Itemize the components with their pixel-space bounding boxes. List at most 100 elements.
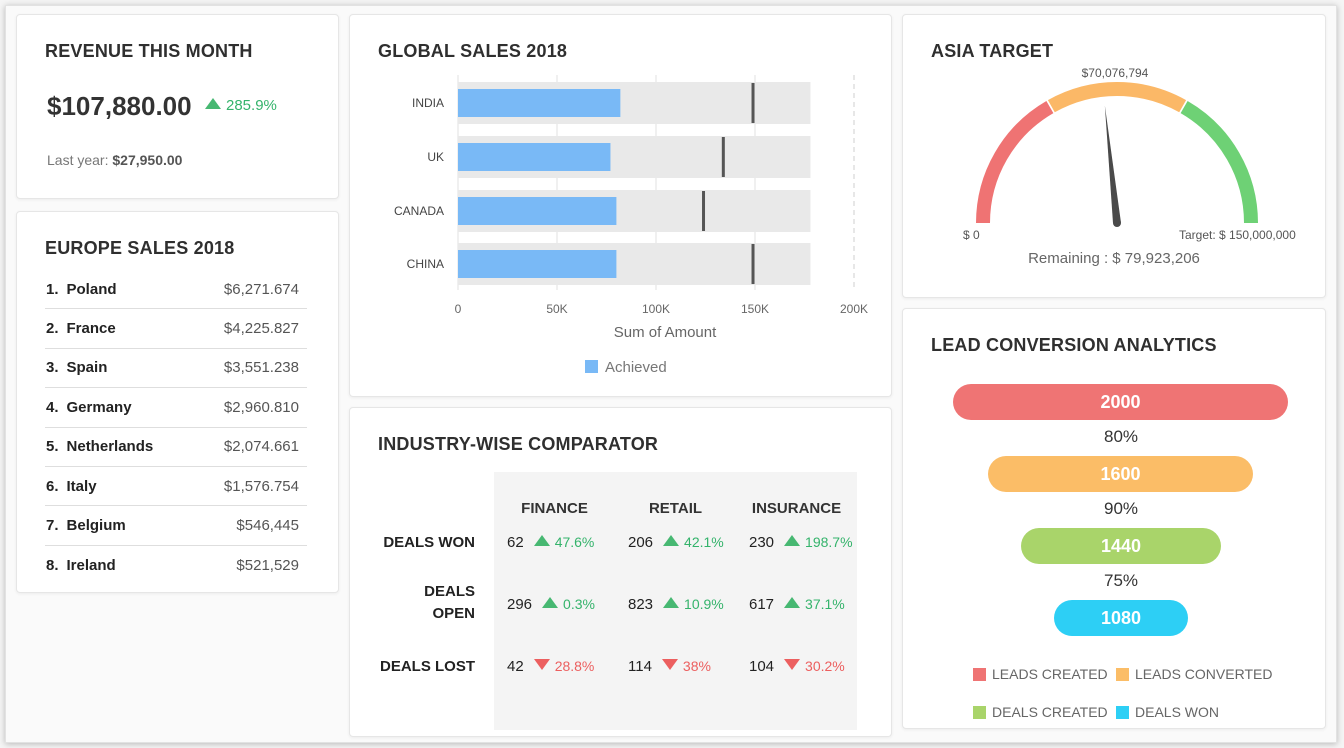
target-marker: [721, 137, 725, 177]
target-marker: [702, 191, 706, 231]
europe-sales-row: 6. Italy $1,576.754: [45, 467, 307, 507]
europe-country-name: Netherlands: [66, 438, 154, 456]
europe-rank: 6.: [46, 477, 59, 495]
europe-sales-row: 4. Germany $2,960.810: [45, 388, 307, 428]
europe-sales-value: $2,960.810: [223, 398, 299, 416]
europe-rank: 3.: [46, 359, 59, 377]
europe-country-name: Ireland: [66, 556, 116, 574]
legend-swatch: [973, 706, 986, 719]
europe-sales-row: 5. Netherlands $2,074.661: [45, 428, 307, 467]
gauge-band: [1047, 82, 1187, 113]
europe-country: 7. Belgium: [46, 517, 126, 534]
comparator-value: 823: [628, 596, 654, 613]
funnel-stage: 2000: [953, 384, 1288, 420]
europe-sales-row: 2. France $4,225.827: [45, 309, 307, 349]
europe-country-name: Germany: [66, 398, 132, 416]
comparator-row-label: DEALS OPEN: [424, 583, 475, 622]
europe-sales-row: 3. Spain $3,551.238: [45, 349, 307, 389]
legend-swatch: [1116, 668, 1129, 681]
comparator-value: 42: [507, 658, 524, 675]
x-axis-label: Sum of Amount: [614, 324, 717, 341]
trend-up-icon: [663, 535, 680, 546]
conversion-rate: 90%: [1103, 499, 1139, 518]
europe-rank: 5.: [46, 438, 59, 456]
trend-up-icon: [542, 597, 559, 608]
global-sales-chart: 0 50K 100K 150K 200K INDIA UK CANADA CHINA Sum of…: [394, 75, 868, 376]
gauge-remaining: Remaining : $ 79,923,206: [1028, 250, 1200, 267]
europe-rank: 1.: [46, 280, 59, 298]
europe-sales-value: $3,551.238: [223, 359, 299, 377]
comparator-cell: 62 47.6%: [507, 534, 594, 551]
legend-swatch: [585, 360, 598, 373]
europe-country-name: Italy: [66, 477, 97, 495]
target-marker: [751, 83, 755, 123]
comparator-value: 104: [749, 658, 775, 675]
funnel-stage: 1600: [988, 456, 1253, 492]
europe-sales-card: EUROPE SALES 2018 1. Poland $6,271.674 2. Fr…: [16, 211, 339, 593]
trend-up-icon: [533, 535, 550, 546]
gauge-needle: [1104, 105, 1121, 224]
x-tick-label: 150K: [741, 302, 769, 316]
comparator-value: 114: [628, 658, 652, 675]
x-tick-label: 50K: [546, 302, 567, 316]
europe-country: 5. Netherlands: [46, 438, 153, 455]
category-label: UK: [427, 150, 444, 164]
gauge-band: [1180, 100, 1258, 224]
legend-swatch: [973, 668, 986, 681]
conversion-rate: 75%: [1103, 571, 1139, 590]
comparator-change: 28.8%: [554, 658, 595, 674]
global-sales-title: GLOBAL SALES 2018: [378, 41, 568, 61]
europe-sales-title: EUROPE SALES 2018: [45, 238, 235, 258]
europe-country-name: Poland: [66, 280, 117, 298]
funnel-legend-label: DEALS WON: [1135, 704, 1220, 720]
revenue-card: REVENUE THIS MONTH $107,880.00 285.9% La…: [16, 14, 339, 199]
comparator-value: 617: [749, 596, 775, 613]
europe-sales-list: 1. Poland $6,271.674 2. France $4,225.827 3. Sp…: [45, 270, 307, 585]
comparator-cell: 617 37.1%: [749, 596, 845, 613]
comparator-cell: 823 10.9%: [628, 596, 724, 613]
europe-country: 6. Italy: [46, 478, 97, 495]
category-label: INDIA: [412, 96, 444, 110]
comparator-value: 62: [507, 534, 524, 551]
europe-country: 4. Germany: [46, 399, 132, 416]
gauge-max-label: Target: $ 150,000,000: [1179, 228, 1296, 242]
comparator-change: 42.1%: [684, 534, 724, 550]
revenue-change: 285.9%: [205, 97, 277, 114]
europe-rank: 4.: [46, 398, 59, 416]
target-marker: [751, 244, 755, 284]
legend-label: Achieved: [605, 359, 667, 376]
funnel-legend-label: DEALS CREATED: [992, 704, 1108, 720]
x-tick-label: 0: [455, 302, 462, 316]
legend-swatch: [1116, 706, 1129, 719]
europe-rank: 8.: [46, 556, 59, 574]
gauge-band: [976, 100, 1054, 224]
europe-sales-value: $6,271.674: [223, 280, 299, 298]
trend-down-icon: [784, 659, 801, 670]
europe-sales-row: 8. Ireland $521,529: [45, 546, 307, 585]
funnel-legend-label: LEADS CONVERTED: [1135, 666, 1273, 682]
trend-up-icon: [205, 98, 221, 109]
europe-sales-value: $2,074.661: [223, 438, 299, 456]
comparator-column-header: RETAIL: [648, 500, 703, 517]
global-sales-card: GLOBAL SALES 2018 0 50K 100K 150K 200K INDIA U…: [349, 14, 892, 397]
gauge-value-label: $70,076,794: [1081, 66, 1149, 80]
comparator-change: 0.3%: [563, 596, 595, 612]
conversion-rate: 80%: [1103, 427, 1139, 446]
trend-up-icon: [663, 597, 680, 608]
asia-target-gauge: [976, 82, 1258, 227]
funnel-stage: 1440: [1021, 528, 1221, 564]
comparator-cell: 104 30.2%: [749, 658, 845, 675]
comparator-cell: 230 198.7%: [749, 534, 853, 551]
bar-achieved: [458, 89, 621, 117]
comparator-cell: 42 28.8%: [507, 658, 594, 675]
europe-country: 3. Spain: [46, 359, 107, 376]
trend-up-icon: [784, 535, 801, 546]
comparator-change: 30.2%: [805, 658, 845, 674]
europe-rank: 7.: [46, 517, 59, 535]
lead-conversion-card: LEAD CONVERSION ANALYTICS 2000 1600 1440 10…: [902, 308, 1326, 729]
comparator-cell: 206 42.1%: [628, 534, 724, 551]
comparator-value: 206: [628, 534, 654, 551]
gauge-min-label: $ 0: [963, 228, 980, 242]
comparator-column-header: FINANCE: [521, 500, 588, 517]
europe-sales-value: $1,576.754: [223, 477, 299, 495]
